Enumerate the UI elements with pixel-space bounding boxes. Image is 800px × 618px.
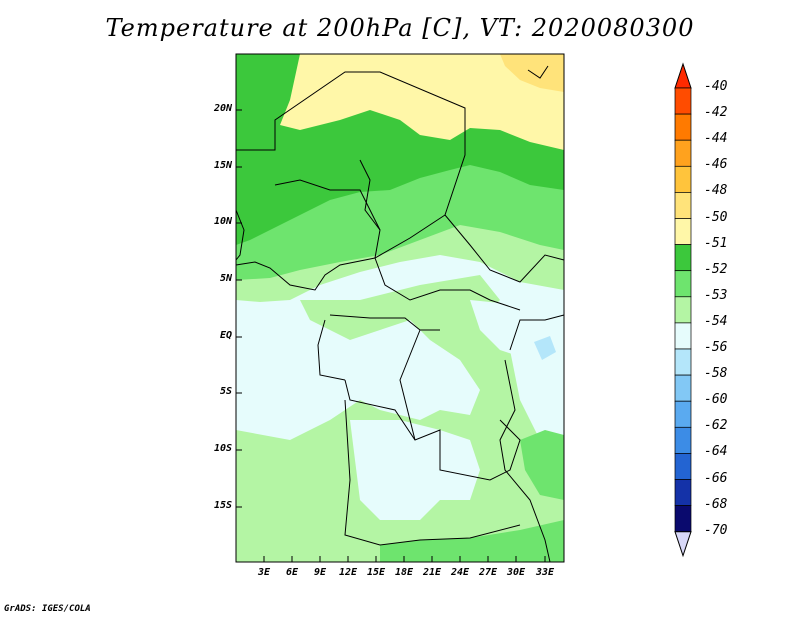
colorbar-label: -70	[704, 522, 728, 538]
lon-tick-label: 21E	[422, 567, 442, 578]
lat-tick-label: 10S	[213, 443, 232, 454]
lat-tick-label: 20N	[213, 103, 232, 114]
colorbar-swatch	[674, 139, 692, 167]
lon-tick-label: 30E	[506, 567, 526, 578]
borders	[235, 65, 565, 563]
colorbar-label: -53	[704, 287, 728, 303]
colorbar-swatch	[674, 87, 692, 115]
lon-tick-label: 18E	[394, 567, 414, 578]
lon-tick-label: 24E	[450, 567, 470, 578]
lon-tick-label: 15E	[366, 567, 386, 578]
colorbar-swatch	[674, 322, 692, 350]
field-54-east-patch	[470, 300, 540, 360]
field-52-south	[380, 520, 564, 562]
colorbar-swatch	[674, 165, 692, 193]
colorbar-label: -52	[704, 261, 728, 277]
colorbar-label: -51	[704, 235, 728, 251]
colorbar-swatch	[674, 374, 692, 402]
colorbar-swatch	[674, 113, 692, 141]
lon-tick-label: 6E	[285, 567, 299, 578]
lat-tick-label: EQ	[219, 330, 232, 341]
map-frame	[235, 53, 565, 563]
lat-tick-label: 15S	[213, 500, 232, 511]
lon-tick-label: 33E	[535, 567, 555, 578]
field-50	[280, 54, 564, 150]
colorbar-label: -68	[704, 496, 728, 512]
field-53-interior	[236, 275, 564, 562]
colorbar-swatch	[674, 505, 692, 533]
colorbar-label: -62	[704, 418, 728, 434]
colorbar-swatch	[674, 192, 692, 219]
colorbar-label: -58	[704, 366, 728, 382]
colorbar-label: -60	[704, 392, 728, 408]
colorbar-swatch	[674, 270, 692, 298]
colorbar-label: -44	[704, 131, 728, 147]
colorbar-top-arrow	[674, 62, 692, 89]
colorbar-label: -66	[704, 470, 728, 486]
lat-tick-label: 10N	[213, 216, 232, 227]
colorbar-swatch	[674, 244, 692, 272]
colorbar-label: -64	[704, 444, 728, 460]
colorbar-swatch	[674, 426, 692, 454]
colorbar-swatch	[674, 479, 692, 506]
colorbar-label: -54	[704, 313, 728, 329]
colorbar-swatch	[674, 348, 692, 376]
lat-tick-label: 5S	[219, 386, 232, 397]
field-56-patch	[534, 336, 556, 360]
colorbar-swatch	[674, 296, 692, 324]
field-52-se	[520, 430, 564, 500]
grads-credit: GrADS: IGES/COLA	[4, 604, 91, 614]
lon-tick-label: 27E	[478, 567, 498, 578]
colorbar-label: -40	[704, 79, 728, 94]
lon-tick-label: 9E	[313, 567, 327, 578]
colorbar-swatch	[674, 453, 692, 480]
lon-tick-label: 12E	[338, 567, 358, 578]
colorbar-label: -42	[704, 105, 728, 121]
colorbar-label: -56	[704, 340, 728, 355]
colorbar-swatch	[674, 218, 692, 245]
colorbar-label: -50	[704, 209, 728, 225]
field-54-south-patch	[350, 420, 480, 520]
lat-tick-label: 15N	[213, 160, 232, 171]
colorbar-bottom-arrow	[674, 531, 692, 558]
lat-tick-label: 5N	[219, 273, 232, 284]
map-title: Temperature at 200hPa [C], VT: 202008030…	[105, 14, 695, 42]
colorbar-label: -48	[704, 183, 728, 199]
colorbar-swatch	[674, 400, 692, 428]
lon-tick-label: 3E	[257, 567, 271, 578]
colorbar-label: -46	[704, 157, 728, 173]
